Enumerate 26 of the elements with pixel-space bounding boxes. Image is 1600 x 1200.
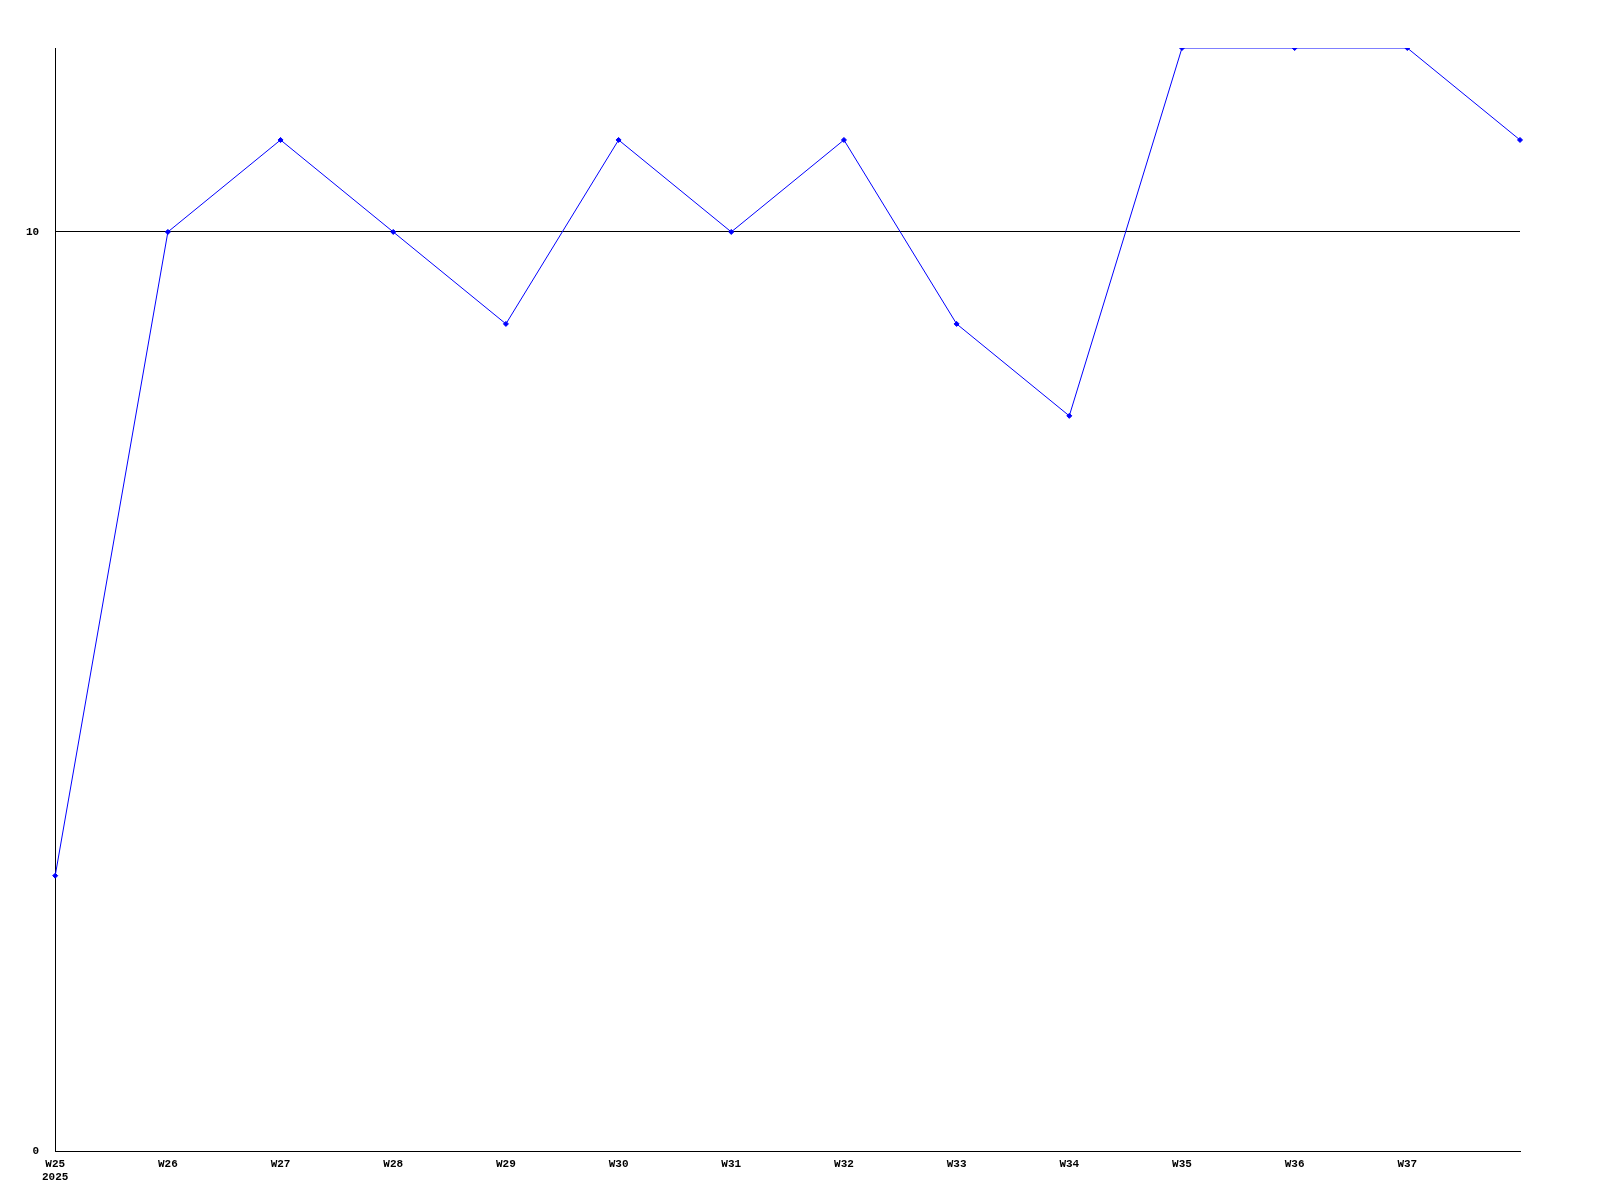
x-tick-label: W26 bbox=[157, 1157, 178, 1170]
x-tick-label: W36 bbox=[1284, 1157, 1305, 1170]
x-tick-label: W33 bbox=[946, 1157, 967, 1170]
x-tick-label: W31 bbox=[721, 1157, 742, 1170]
y-tick-label: 10 bbox=[26, 225, 40, 238]
x-tick-label: W27 bbox=[270, 1157, 291, 1170]
x-tick-label: W34 bbox=[1059, 1157, 1080, 1170]
point bbox=[953, 320, 960, 327]
x-tick-label: W25 2025 bbox=[42, 1157, 69, 1184]
point bbox=[390, 228, 397, 235]
point bbox=[840, 136, 847, 143]
x-tick-label: W37 bbox=[1397, 1157, 1418, 1170]
point bbox=[52, 872, 59, 879]
x-tick-label: W32 bbox=[834, 1157, 854, 1170]
x-tick-label: W35 bbox=[1172, 1157, 1193, 1170]
point bbox=[615, 136, 622, 143]
point bbox=[728, 228, 735, 235]
y-tick-label: 0 bbox=[32, 1145, 40, 1158]
point bbox=[502, 320, 509, 327]
x-tick-label: W30 bbox=[608, 1157, 629, 1170]
x-tick-label: W29 bbox=[496, 1157, 516, 1170]
point bbox=[277, 136, 284, 143]
x-tick-label: W28 bbox=[383, 1157, 404, 1170]
point bbox=[1066, 412, 1073, 419]
point bbox=[1517, 136, 1523, 143]
point bbox=[164, 228, 171, 235]
